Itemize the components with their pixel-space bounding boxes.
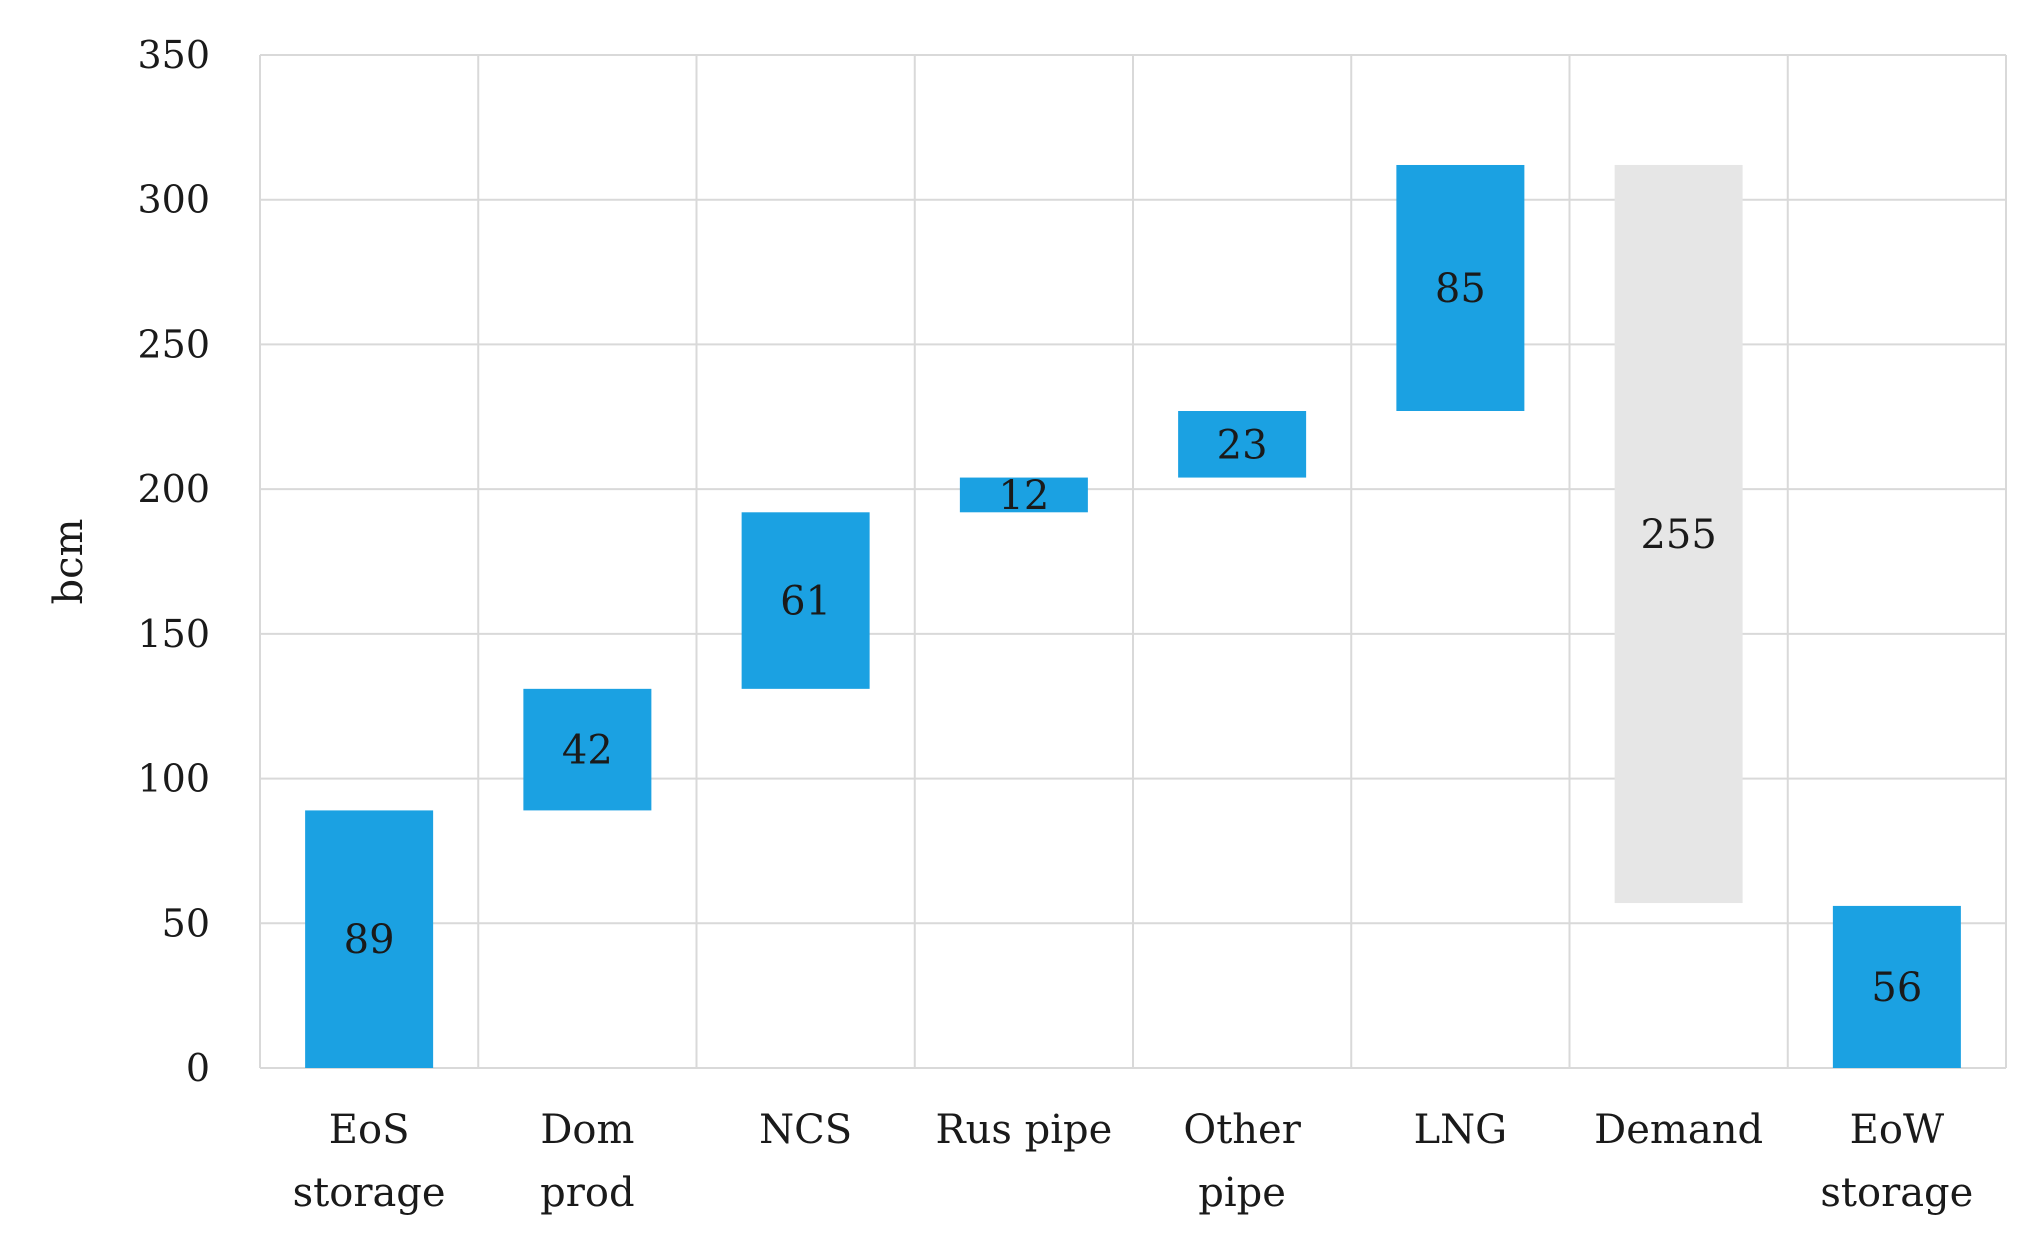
y-tick-label: 200 bbox=[137, 467, 210, 511]
x-category-label: prod bbox=[540, 1170, 634, 1216]
gridlines bbox=[259, 54, 2007, 1069]
y-tick-label: 250 bbox=[137, 322, 210, 366]
bar-4 bbox=[1178, 410, 1307, 478]
x-category-label: pipe bbox=[1198, 1170, 1286, 1216]
x-category-label: storage bbox=[1820, 1170, 1973, 1216]
data-label-0: 89 bbox=[344, 917, 395, 963]
bar-3 bbox=[959, 477, 1088, 513]
bars: 89 42 61 12 23 85 255 56 bbox=[305, 164, 1961, 1068]
data-label-7: 56 bbox=[1871, 965, 1922, 1011]
y-tick-label: 0 bbox=[186, 1046, 210, 1090]
data-label-1: 42 bbox=[562, 728, 613, 774]
data-label-4: 23 bbox=[1217, 422, 1268, 468]
bar-6 bbox=[1614, 164, 1743, 904]
y-tick-label: 100 bbox=[137, 757, 210, 801]
y-tick-label: 300 bbox=[137, 178, 210, 222]
x-category-label: Dom bbox=[540, 1107, 634, 1153]
y-tick-label: 150 bbox=[137, 612, 210, 656]
y-axis-title: bcm bbox=[46, 519, 92, 605]
y-tick-label: 50 bbox=[162, 901, 210, 945]
x-category-label: NCS bbox=[759, 1107, 852, 1153]
bar-7 bbox=[1832, 905, 1961, 1068]
data-label-3: 12 bbox=[998, 473, 1049, 519]
data-label-6: 255 bbox=[1640, 512, 1716, 558]
data-label-5: 85 bbox=[1435, 266, 1486, 312]
x-category-label: Other bbox=[1183, 1107, 1301, 1153]
x-category-label: Demand bbox=[1594, 1107, 1763, 1153]
y-tick-label: 350 bbox=[137, 33, 210, 77]
x-category-label: storage bbox=[293, 1170, 446, 1216]
bar-1 bbox=[523, 688, 652, 811]
bar-2 bbox=[741, 512, 870, 689]
x-axis-categories: EoS storage Dom prod NCS Rus pipe Other pipe LNG… bbox=[293, 1107, 1974, 1216]
x-category-label: LNG bbox=[1414, 1107, 1508, 1153]
data-label-2: 61 bbox=[780, 579, 831, 625]
x-category-label: EoW bbox=[1850, 1107, 1944, 1153]
bar-5 bbox=[1396, 164, 1525, 411]
x-category-label: Rus pipe bbox=[935, 1107, 1112, 1153]
y-axis-ticks: 0 50 100 150 200 250 300 350 bbox=[137, 33, 210, 1090]
bar-0 bbox=[305, 810, 434, 1068]
x-category-label: EoS bbox=[329, 1107, 410, 1153]
